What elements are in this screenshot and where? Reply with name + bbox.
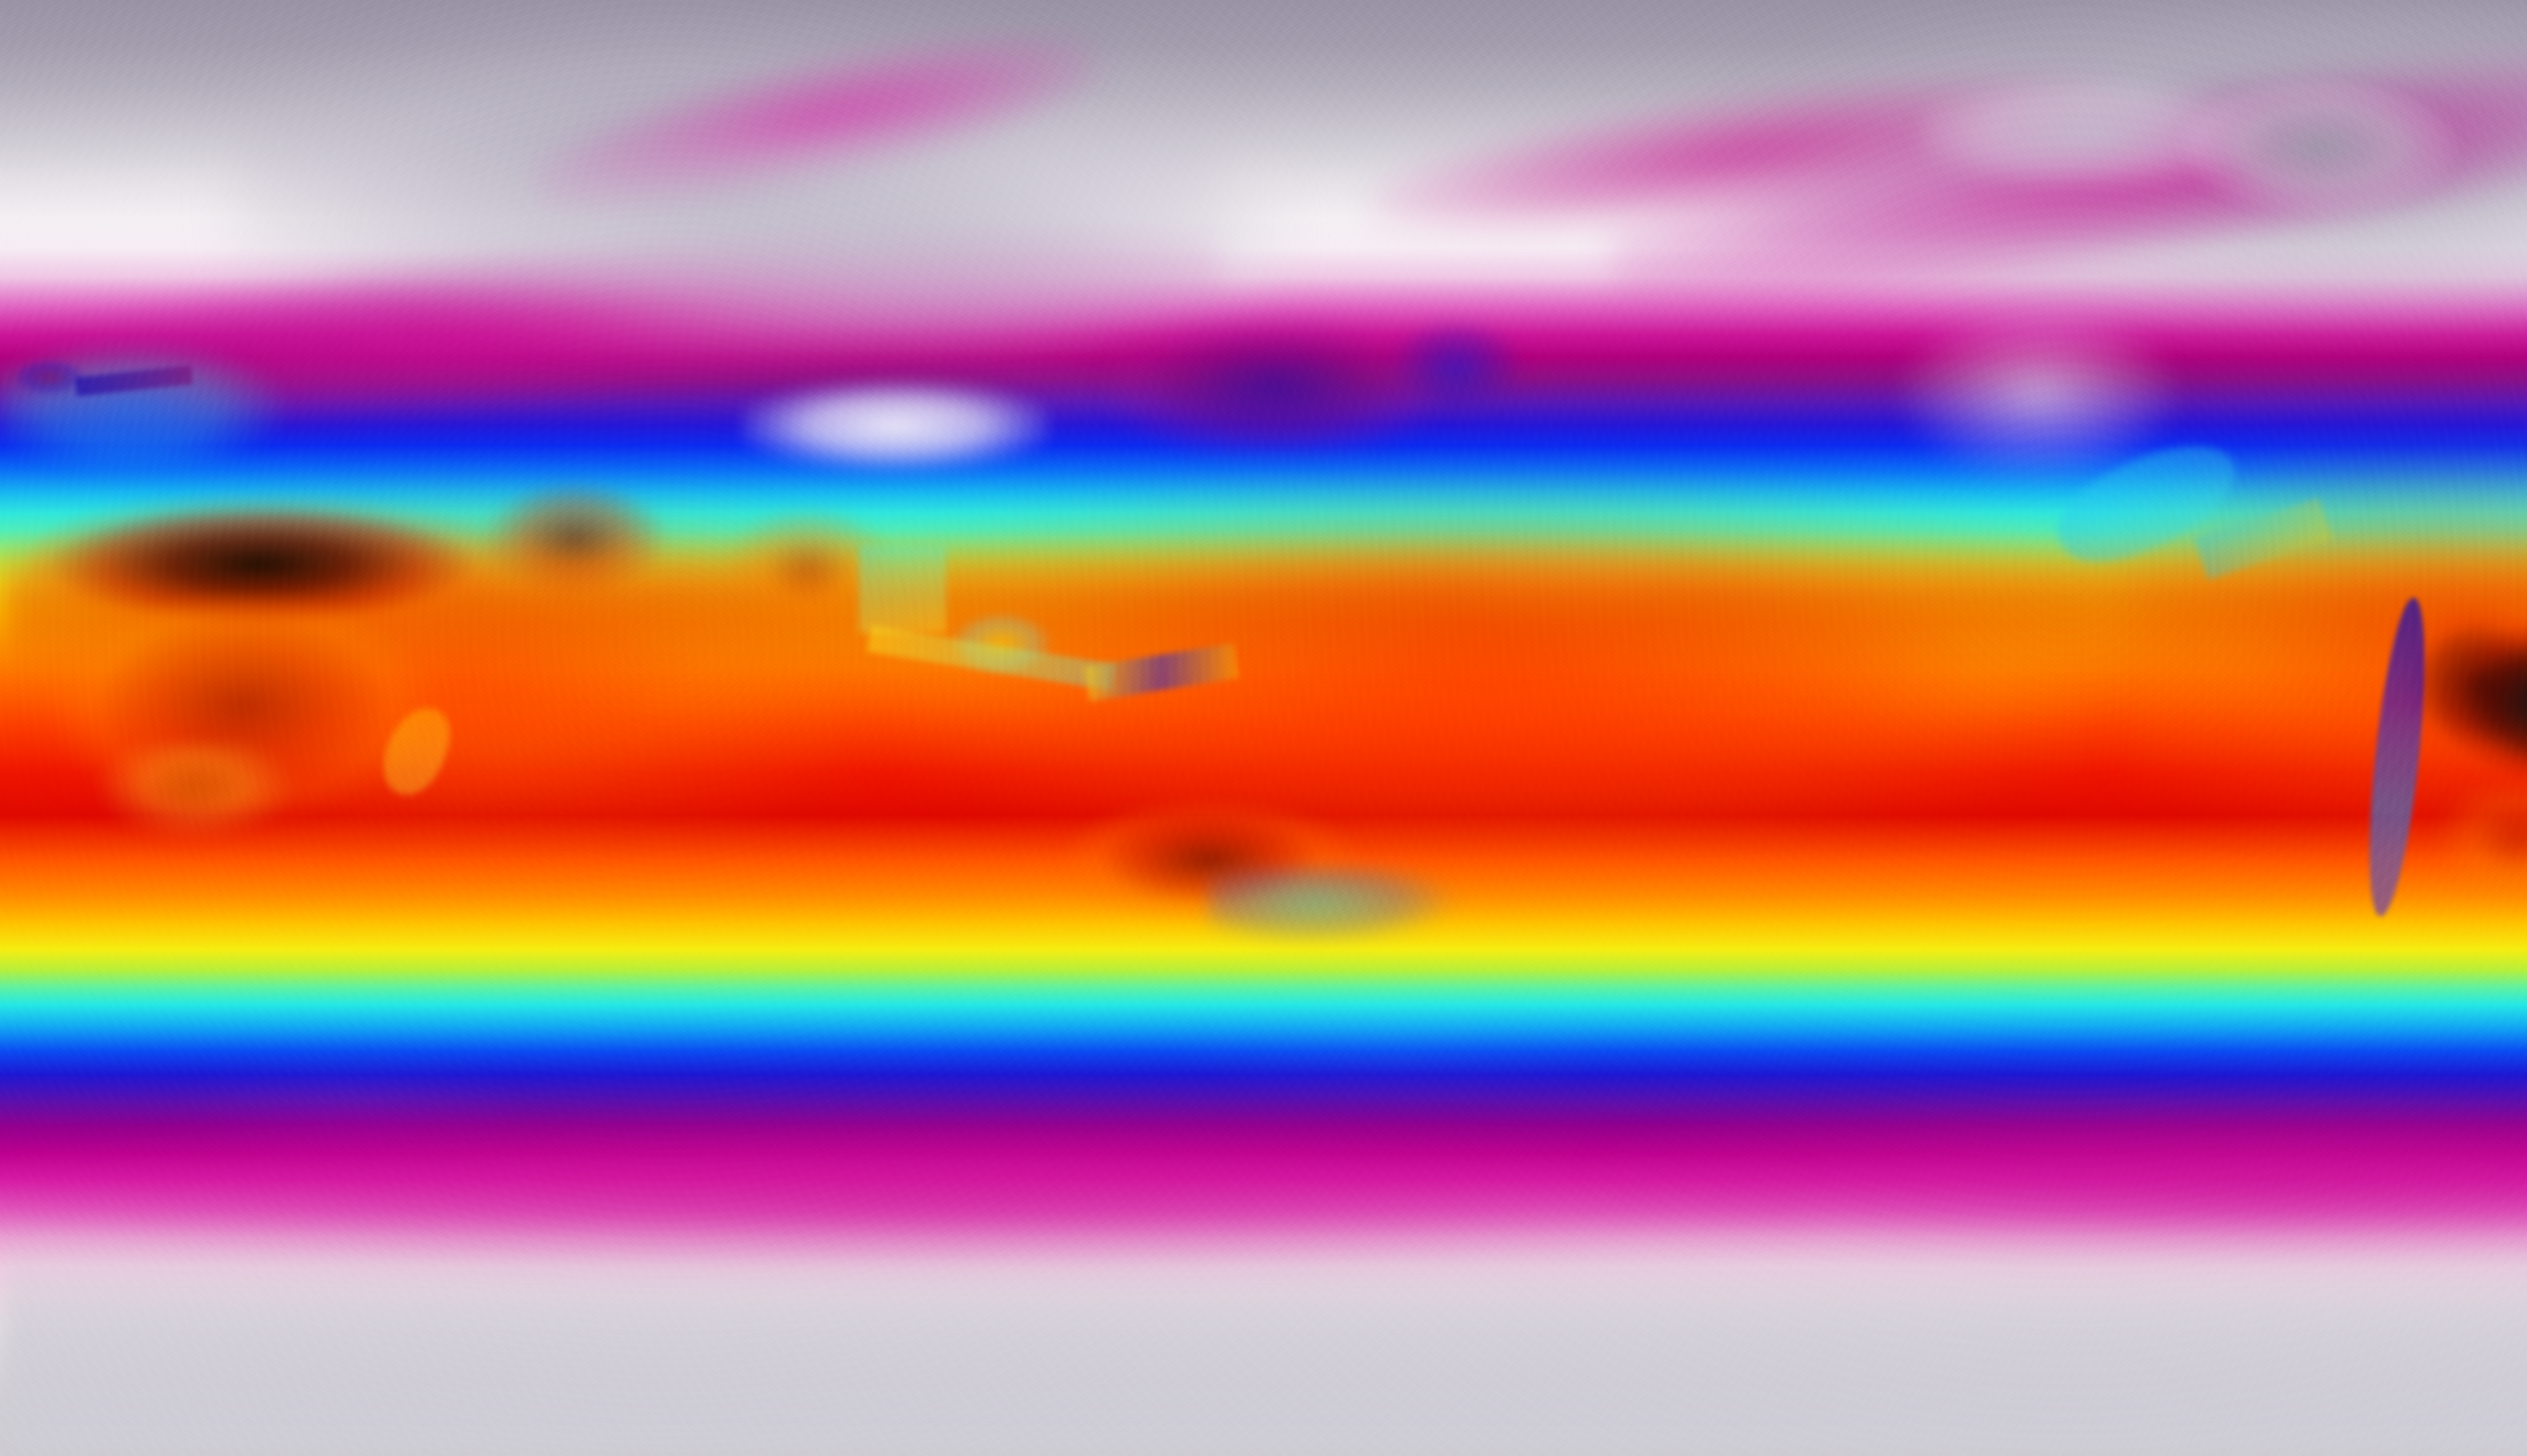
greenland-ice-sheet — [2169, 80, 2460, 219]
arabian-peninsula — [480, 480, 670, 597]
equatorial-pacific-warm-pool — [873, 480, 2096, 844]
tibetan-plateau — [742, 379, 1048, 474]
southeast-asian-peninsula — [859, 546, 946, 634]
southern-south-america — [2430, 786, 2527, 918]
antarctic-circumpolar-band-east — [1601, 1106, 2527, 1252]
iberian-plateau — [12, 358, 87, 396]
japan-cold-lobe — [1383, 320, 1528, 415]
indian-subcontinent — [713, 509, 903, 641]
antarctic-circumpolar-band-west — [0, 1121, 1805, 1267]
borneo — [949, 612, 1054, 676]
southern-africa — [93, 742, 297, 852]
tasman-sea-cool-band — [1208, 866, 1470, 954]
north-american-cold-outbreak — [1892, 306, 2183, 481]
